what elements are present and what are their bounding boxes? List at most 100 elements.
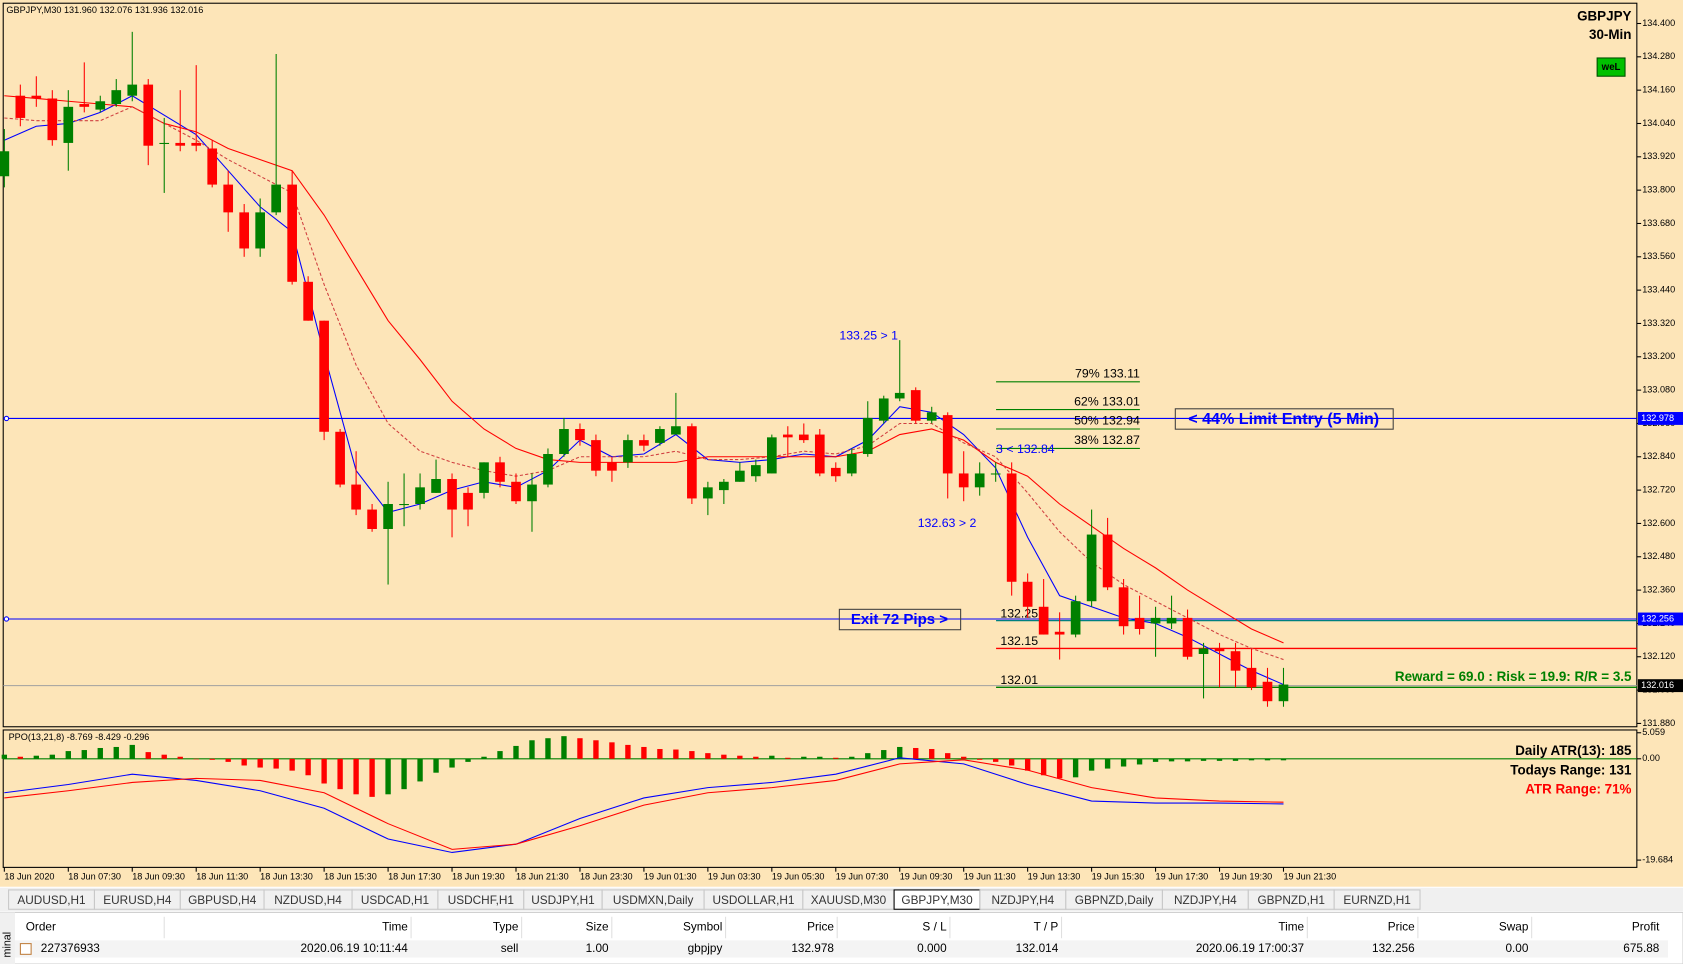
y-tick-label: 133.080 [1642,385,1675,395]
column-header[interactable]: Symbol [683,920,722,934]
reward-label: Reward = 69.0 : Risk = 19.9: R/R = 3.5 [1395,669,1632,684]
candle-body [1054,631,1065,635]
tab-label[interactable]: USDMXN,Daily [613,893,694,907]
histogram-bar [1008,758,1015,766]
price-tag-label: 132.016 [1641,680,1674,690]
histogram-bar [1200,758,1207,761]
y-tick-label: 132.360 [1642,585,1675,595]
candle-body [415,487,425,505]
table-cell[interactable]: 0.00 [1505,941,1528,955]
table-cell[interactable]: 0.000 [917,941,947,955]
y-tick-label: 133.800 [1642,185,1675,195]
candle-body [175,142,186,146]
table-cell[interactable]: 132.978 [791,941,834,955]
column-header[interactable]: Size [586,920,609,934]
histogram-bar [433,758,439,773]
tab-label[interactable]: GBPNZD,Daily [1075,893,1154,907]
terminal-side [0,912,16,964]
candle-body [255,212,265,249]
column-header[interactable]: Time [382,920,408,934]
price-tag-label: 132.978 [1641,413,1674,423]
table-cell[interactable]: sell [501,941,519,955]
tab-label[interactable]: USDJPY,H1 [531,893,594,907]
histogram-bar [1280,758,1287,761]
table-cell[interactable]: 227376933 [41,941,100,955]
y-tick-label: 133.920 [1642,151,1675,161]
tab-label[interactable]: GBPJPY,M30 [901,893,973,907]
candle-body [1022,581,1033,607]
table-cell[interactable]: 2020.06.19 17:00:37 [1196,941,1304,955]
x-tick-label: 18 Jun 21:30 [516,871,569,881]
candle-body [1134,617,1145,629]
timeframe-label: 30-Min [1589,27,1631,42]
tab-label[interactable]: NZDUSD,H4 [274,893,342,907]
column-header[interactable]: Time [1278,920,1304,934]
candle-body [735,470,745,482]
candle-body [543,454,553,485]
x-tick-label: 18 Jun 11:30 [196,871,248,881]
column-header[interactable]: Price [1388,920,1415,934]
y-tick-label: 132.120 [1642,651,1675,661]
y-tick-label: 134.280 [1642,51,1675,61]
y-tick-label: -19.684 [1642,855,1673,865]
table-cell[interactable]: 2020.06.19 10:11:44 [301,941,409,955]
column-header[interactable]: Order [26,920,56,934]
histogram-bar [513,745,519,759]
histogram-bar [961,756,967,759]
candle-body [798,434,809,441]
table-cell[interactable]: 1.00 [586,941,609,955]
x-tick-label: 18 Jun 17:30 [388,871,441,881]
table-cell[interactable]: 675.88 [1623,941,1660,955]
column-header[interactable]: Profit [1632,920,1660,934]
x-tick-label: 19 Jun 07:30 [836,871,889,881]
trade-level-label: 132.25 [1000,606,1038,620]
tab[interactable] [1333,889,1421,910]
tab-label[interactable]: USDOLLAR,H1 [713,893,795,907]
candle-body [878,398,889,421]
tab-label[interactable]: GBPUSD,H4 [188,893,257,907]
x-tick-label: 19 Jun 11:30 [964,871,1016,881]
tab-label[interactable]: NZDJPY,H4 [992,893,1055,907]
histogram-bar [417,758,423,782]
histogram-bar [209,758,215,760]
table-cell[interactable]: gbpjpy [688,941,723,955]
histogram-bar [881,750,887,759]
tab-label[interactable]: EURNZD,H1 [1343,893,1411,907]
histogram-bar [1024,758,1031,771]
column-header[interactable]: Price [807,920,834,934]
tab-label[interactable]: EURUSD,H4 [103,893,172,907]
table-cell[interactable]: 132.014 [1016,941,1059,955]
tab-label[interactable]: GBPNZD,H1 [1257,893,1325,907]
candle-body [207,148,218,185]
candle-body [782,434,793,438]
tab-label[interactable]: USDCHF,H1 [448,893,514,907]
y-tick-label: 132.600 [1642,518,1675,528]
badge-box [1596,57,1626,77]
y-tick-label: 134.160 [1642,85,1675,95]
candle-body [910,390,921,421]
x-tick-label: 18 Jun 13:30 [260,871,313,881]
candle-body [1246,667,1257,688]
tab-label[interactable]: XAUUSD,M30 [811,893,887,907]
candle-body [223,184,234,213]
histogram-bar [1120,758,1127,767]
tab-label[interactable]: NZDJPY,H4 [1174,893,1237,907]
candle-body [766,437,777,474]
histogram-bar [1152,758,1159,762]
table-cell[interactable]: 132.256 [1372,941,1415,955]
candle-body [63,106,74,143]
histogram-bar [785,757,791,759]
candle-body [447,479,457,510]
histogram-bar [1184,758,1191,762]
tab-label[interactable]: USDCAD,H1 [361,893,429,907]
histogram-bar [545,738,551,759]
tab-label[interactable]: AUDUSD,H1 [17,893,85,907]
column-header[interactable]: T / P [1034,920,1059,934]
histogram-bar [977,758,983,760]
candle-body [479,462,489,493]
column-header[interactable]: S / L [922,920,947,934]
column-header[interactable]: Type [493,920,519,934]
column-header[interactable]: Swap [1499,920,1529,934]
price-tag [1637,412,1683,425]
